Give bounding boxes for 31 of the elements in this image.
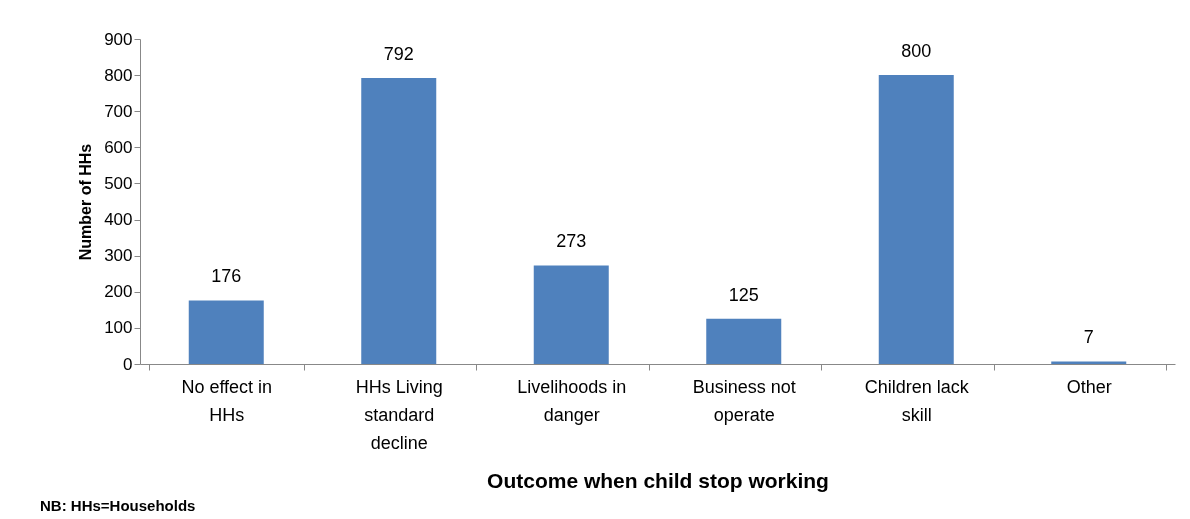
y-axis-title: Number of HHs (77, 143, 95, 261)
x-tick-label: Other (1066, 376, 1112, 397)
data-label: 273 (556, 231, 587, 252)
x-tick-label: Business not operate (692, 376, 796, 425)
bar (188, 300, 264, 364)
data-label: 7 (1083, 327, 1094, 348)
y-tick-label: 800 (104, 65, 133, 85)
y-tick-label: 700 (104, 101, 133, 121)
y-tick-label: 200 (104, 282, 133, 302)
y-tick-label: 300 (104, 246, 133, 266)
x-tick-label: Children lack skill (864, 376, 970, 425)
bar (361, 78, 437, 364)
text: NB: HHs=Households (40, 497, 196, 514)
y-tick-label: 600 (104, 137, 133, 157)
x-axis-title: Outcome when child stop working (487, 468, 829, 492)
y-tick-label: 500 (104, 173, 133, 193)
bar (1051, 361, 1127, 364)
bar (706, 318, 782, 364)
data-label: 792 (383, 44, 414, 64)
x-tick-label: HHs Living standard decline (355, 376, 443, 453)
y-tick-label: 400 (104, 210, 133, 230)
data-label: 125 (728, 284, 759, 305)
data-label: 800 (901, 41, 932, 62)
bar (533, 265, 609, 364)
bar (878, 75, 954, 364)
y-tick-label: 100 (104, 318, 133, 338)
x-tick-label: Livelihoods in danger (517, 376, 627, 425)
x-tick-label: No effect in HHs (181, 376, 273, 425)
y-tick-label: 900 (104, 29, 133, 49)
data-label: 176 (211, 266, 242, 287)
y-tick-label: 0 (123, 354, 133, 374)
